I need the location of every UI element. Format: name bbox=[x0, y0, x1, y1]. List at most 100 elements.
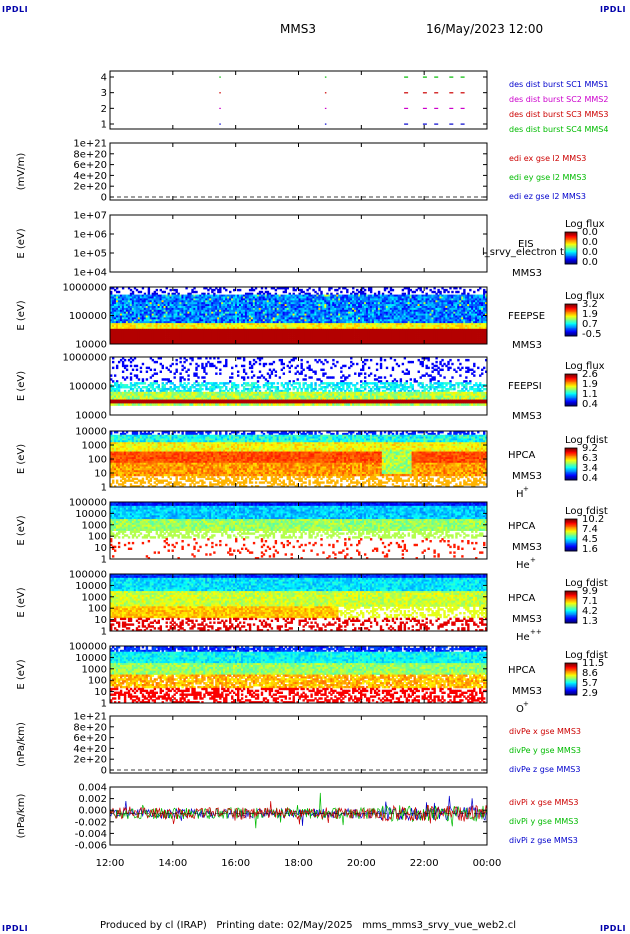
feepse-spacecraft: MMS3 bbox=[512, 340, 542, 351]
ytick-label: 1 bbox=[101, 627, 107, 638]
burst-marker bbox=[461, 108, 465, 109]
hpca_hepp-species-sup: ++ bbox=[530, 628, 542, 636]
burst-marker bbox=[404, 124, 408, 125]
burst-marker bbox=[461, 77, 465, 78]
hpca_h-colorbar-tick: 0.4 bbox=[582, 473, 598, 484]
legend-edi-2: edi ez gse l2 MMS3 bbox=[509, 192, 586, 201]
edi-frame bbox=[110, 143, 487, 200]
eis-colorbar-tick: 0.0 bbox=[582, 257, 598, 268]
ytick-label: 1e+05 bbox=[73, 249, 107, 260]
ytick-label: 1e+21 bbox=[73, 139, 107, 150]
legend-divpi-2: divPi z gse MMS3 bbox=[509, 836, 578, 845]
ytick-label: 3 bbox=[101, 88, 107, 99]
feepse-spectrogram bbox=[110, 287, 487, 345]
ytick-label: 1 bbox=[101, 120, 107, 131]
burst-marker bbox=[325, 108, 327, 109]
ytick-label: 1000 bbox=[82, 592, 107, 603]
ytick-label: -0.006 bbox=[75, 841, 107, 852]
ytick-label: 100000 bbox=[69, 642, 107, 653]
xtick-label-1600: 16:00 bbox=[221, 858, 250, 869]
ytick-label: 2e+20 bbox=[73, 755, 107, 766]
hpca_he-spacecraft: MMS3 bbox=[512, 542, 542, 553]
ytick-label: 100000 bbox=[69, 311, 107, 322]
burst-marker bbox=[219, 92, 221, 93]
hpca_o-species-sup: + bbox=[523, 700, 529, 708]
hpca_hepp-colorbar bbox=[565, 591, 577, 623]
hpca_o-colorbar bbox=[565, 663, 577, 695]
hpca_h-spacecraft: MMS3 bbox=[512, 471, 542, 482]
burst-marker bbox=[423, 108, 427, 109]
xtick-label-0000: 00:00 bbox=[473, 858, 502, 869]
ytick-label: -0.004 bbox=[75, 829, 107, 840]
ytick-label: 10000 bbox=[75, 653, 107, 664]
eis-frame bbox=[110, 215, 487, 272]
legend-divpe-2: divPe z gse MMS3 bbox=[509, 765, 580, 774]
hpca_hepp-instrument: HPCA bbox=[508, 593, 536, 604]
ytick-label: 1e+21 bbox=[73, 712, 107, 723]
feepse-colorbar-tick: -0.5 bbox=[582, 329, 602, 340]
ytick-label: 1e+07 bbox=[73, 211, 107, 222]
ytick-label: 1000 bbox=[82, 664, 107, 675]
feepse-colorbar bbox=[565, 304, 577, 336]
eis-spacecraft: MMS3 bbox=[512, 268, 542, 279]
hpca_hepp-species: He bbox=[516, 632, 530, 643]
hpca_h-species-sup: + bbox=[523, 485, 529, 493]
panel-divpi: 0.0040.0020.000-0.002-0.004-0.006(nPa/km… bbox=[16, 783, 578, 852]
hpca_h-ylabel: E (eV) bbox=[16, 444, 27, 474]
burst-marker bbox=[325, 92, 327, 93]
ytick-label: 1 bbox=[101, 699, 107, 710]
legend-burst-1: des dist burst SC2 MMS2 bbox=[509, 95, 608, 104]
ytick-label: 10 bbox=[94, 543, 107, 554]
burst-marker bbox=[325, 77, 327, 78]
ytick-label: 6e+20 bbox=[73, 160, 107, 171]
burst-marker bbox=[423, 124, 427, 125]
ytick-label: 10000 bbox=[75, 411, 107, 422]
burst-marker bbox=[449, 124, 453, 125]
ytick-label: 1000 bbox=[82, 520, 107, 531]
feepsi-spacecraft: MMS3 bbox=[512, 411, 542, 422]
ytick-label: 2e+20 bbox=[73, 182, 107, 193]
ytick-label: 0.000 bbox=[78, 806, 107, 817]
ytick-label: 1000000 bbox=[62, 353, 107, 364]
hpca_o-ylabel: E (eV) bbox=[16, 659, 27, 689]
hpca_he-ylabel: E (eV) bbox=[16, 515, 27, 545]
feepsi-spectrogram bbox=[110, 357, 487, 406]
xtick-label-2000: 20:00 bbox=[347, 858, 376, 869]
xtick-label-1400: 14:00 bbox=[158, 858, 187, 869]
ytick-label: 100 bbox=[88, 532, 107, 543]
burst-marker bbox=[461, 124, 465, 125]
ytick-label: 1 bbox=[101, 483, 107, 494]
ytick-label: 100000 bbox=[69, 382, 107, 393]
hpca_he-species-sup: + bbox=[530, 556, 536, 564]
legend-edi-1: edi ey gse l2 MMS3 bbox=[509, 173, 587, 182]
legend-edi-0: edi ex gse l2 MMS3 bbox=[509, 154, 586, 163]
burst-marker bbox=[219, 108, 221, 109]
ytick-label: 4 bbox=[101, 73, 107, 84]
hpca_he-species: He bbox=[516, 560, 530, 571]
ytick-label: 10000 bbox=[75, 581, 107, 592]
burst-marker bbox=[434, 92, 438, 93]
burst-marker bbox=[423, 92, 427, 93]
ytick-label: 1e+04 bbox=[73, 268, 107, 279]
burst-marker bbox=[449, 108, 453, 109]
ytick-label: 4e+20 bbox=[73, 171, 107, 182]
hpca_hepp-spectrogram bbox=[110, 574, 487, 632]
legend-divpi-1: divPi y gse MMS3 bbox=[509, 817, 578, 826]
ytick-label: 6e+20 bbox=[73, 733, 107, 744]
feepsi-colorbar-tick: 0.4 bbox=[582, 399, 598, 410]
hpca_h-colorbar bbox=[565, 448, 577, 480]
eis-overlay-text: l_srvy_electron to bbox=[482, 247, 570, 258]
ytick-label: 10000 bbox=[75, 340, 107, 351]
legend-divpe-1: divPe y gse MMS3 bbox=[509, 746, 581, 755]
ytick-label: -0.002 bbox=[75, 817, 107, 828]
ytick-label: 10 bbox=[94, 469, 107, 480]
